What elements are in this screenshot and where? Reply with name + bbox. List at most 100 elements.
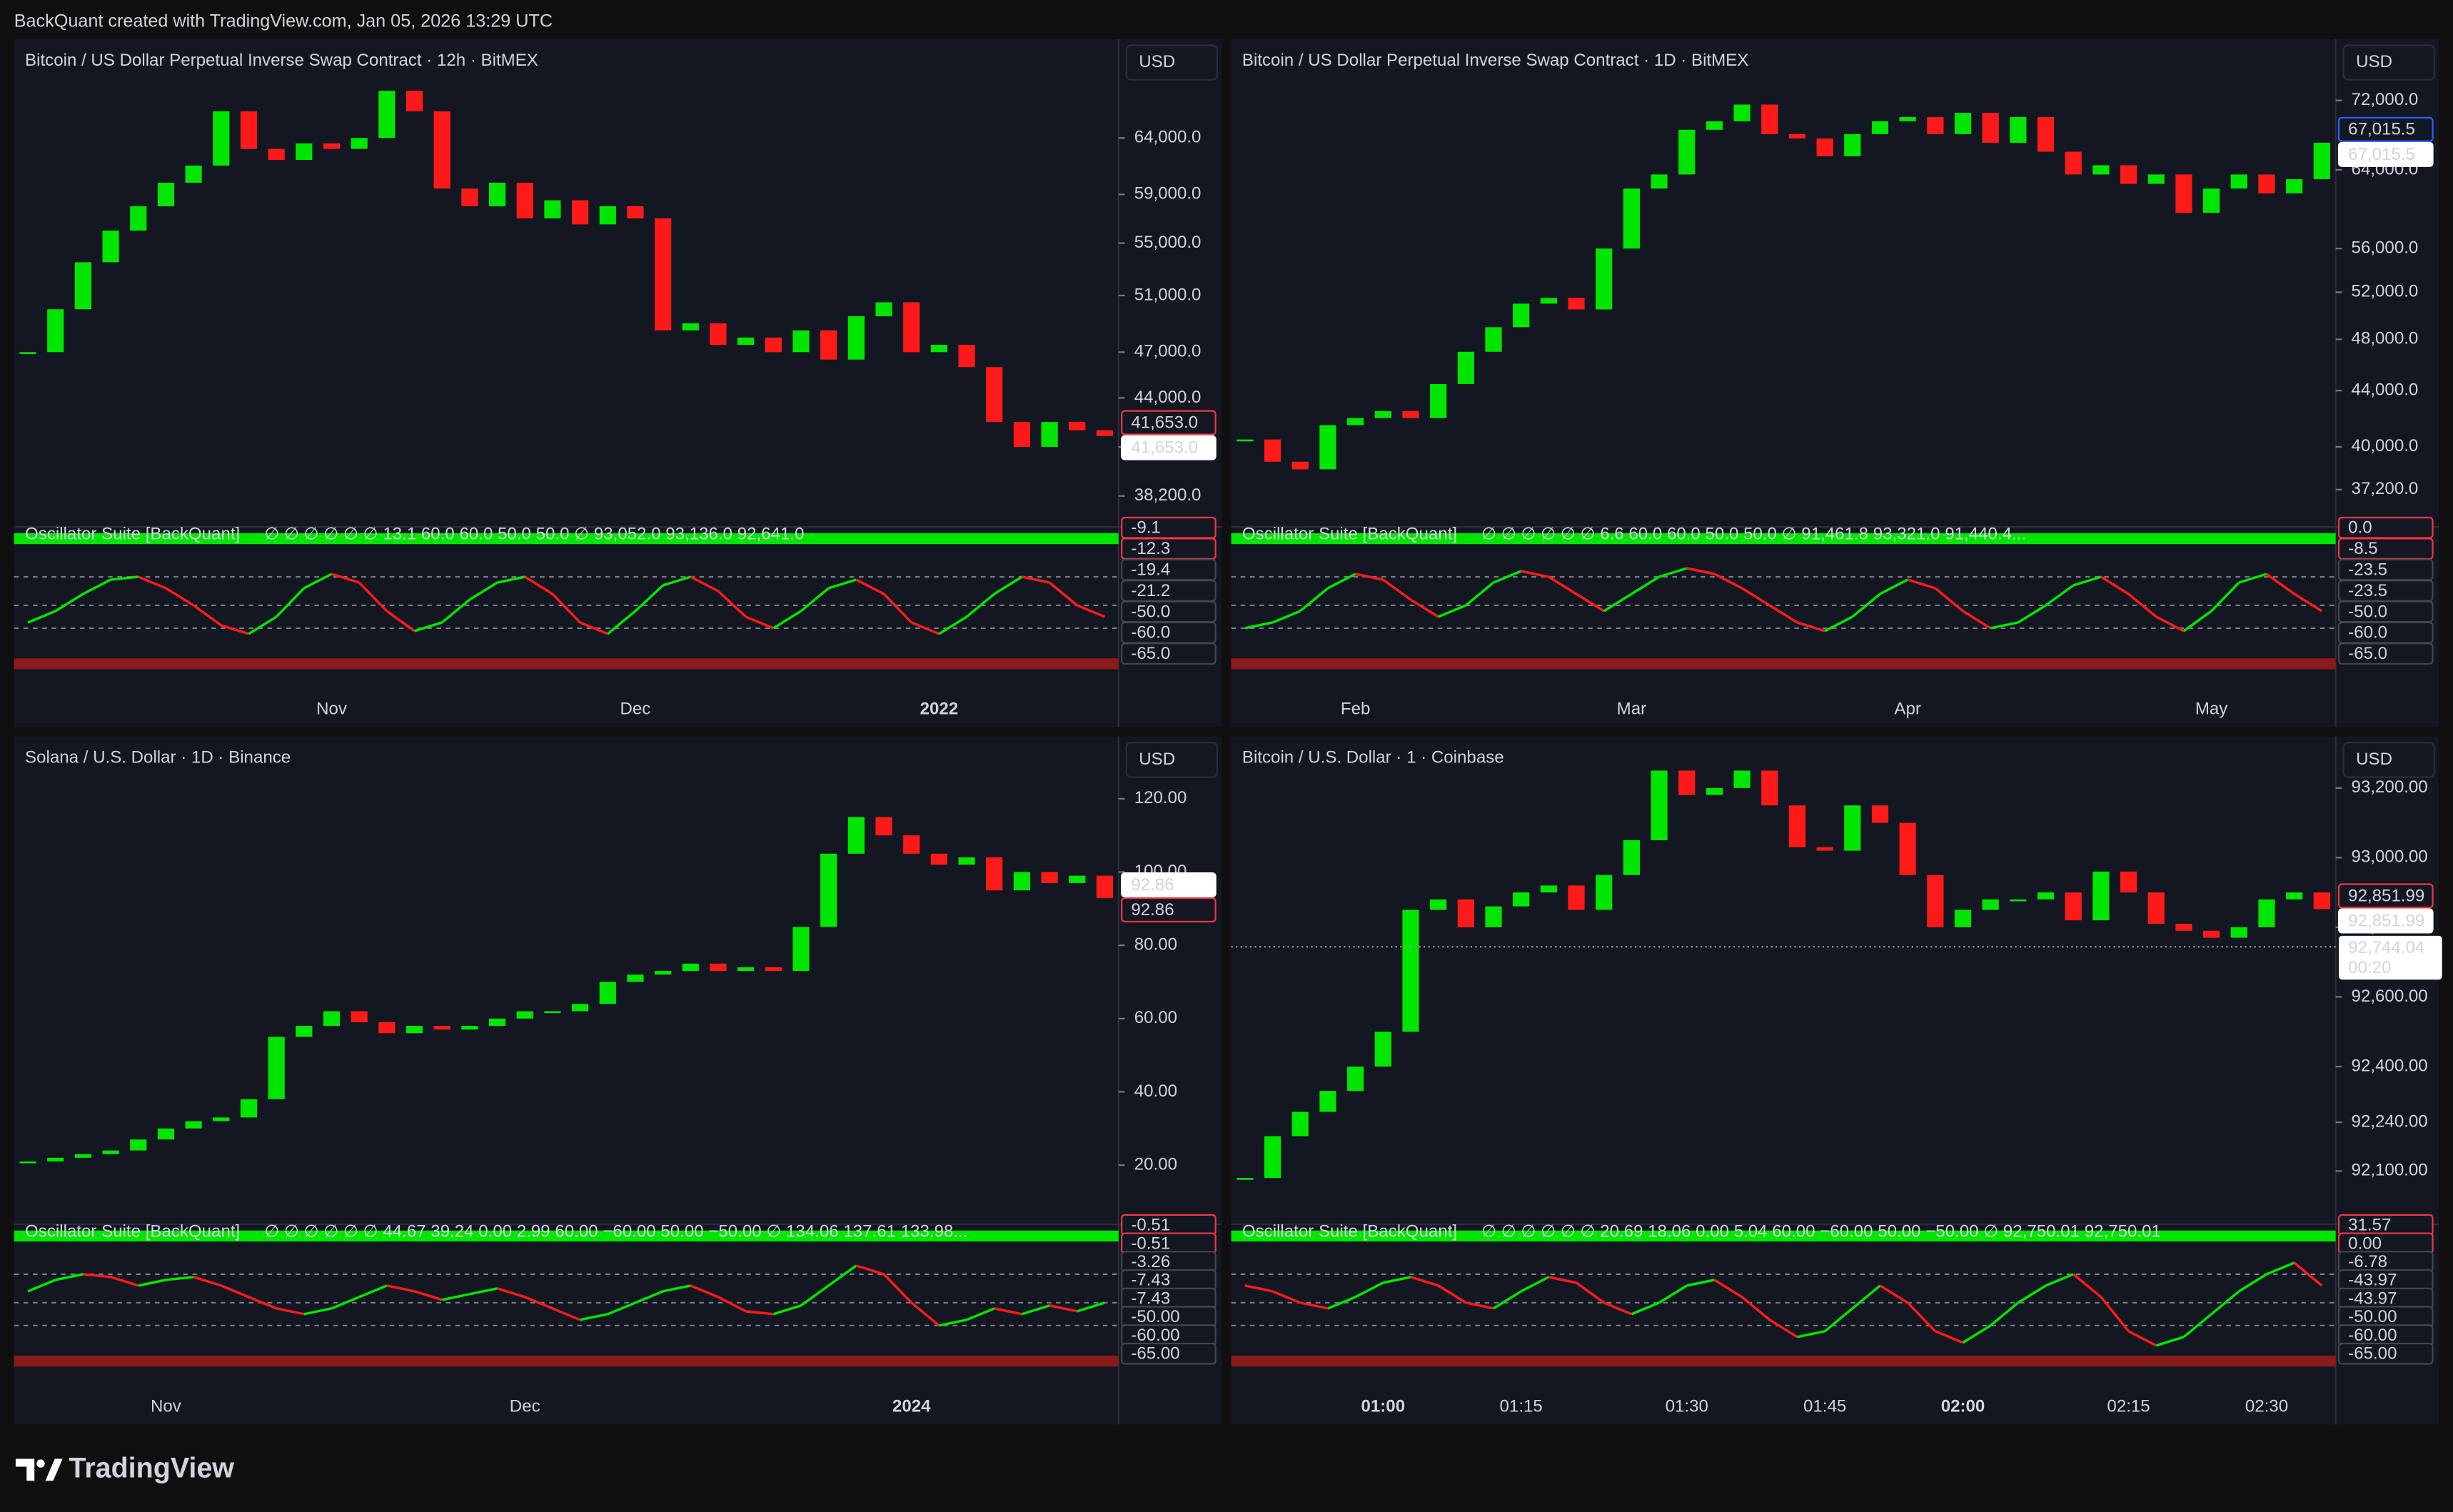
oscillator-segment [2072,575,2102,587]
candle [903,302,920,353]
oscillator-segment [939,1319,967,1327]
currency-label[interactable]: USD [1139,52,1175,71]
candle [130,1139,147,1151]
oscillator-scale-label: -60.0 [2348,623,2387,642]
oscillator-segment [1851,1284,1881,1310]
oscillator-segment [1990,1301,2019,1327]
panel-title: Bitcoin / U.S. Dollar · 1 · Coinbase [1242,748,1504,767]
oscillator-scale-label: -6.78 [2348,1252,2387,1271]
oscillator-segment [1631,575,1660,595]
candle [1568,298,1585,310]
oscillator-segment [1879,1284,1909,1304]
oscillator-segment [1851,593,1881,618]
last-price-box [1121,897,1217,923]
candle [1982,113,1999,143]
y-tick-label: 55,000.0 [1134,233,1202,252]
candle [378,1022,396,1034]
candle [1347,1067,1364,1092]
last-price-label: 41,653.0 [1131,438,1198,458]
candle [2147,174,2165,184]
oscillator-segment [1048,581,1078,607]
candle [1982,899,1999,910]
candle [2065,151,2082,175]
currency-button[interactable] [1125,44,1218,81]
candle [240,1099,258,1118]
oscillator-segment [386,1284,415,1293]
oscillator-scale-label: -50.0 [2348,602,2387,621]
oscillator-scale-label: -60.0 [1131,623,1170,642]
oscillator-segment [1741,587,1771,607]
candle [986,857,1003,891]
candle [268,1037,285,1099]
oscillator-segment [83,1273,111,1279]
currency-label[interactable]: USD [2356,750,2392,769]
candle [2037,116,2055,152]
candle [655,971,672,975]
oscillator-segment [745,615,775,630]
oscillator-segment [1327,573,1356,590]
crosshair-label: 92,744.04 [2348,938,2424,957]
x-tick-label: 01:45 [1803,1397,1846,1416]
currency-label[interactable]: USD [2356,52,2392,71]
candle [406,91,423,111]
oscillator-segment [1244,1284,1273,1293]
candle [544,1011,561,1014]
oscillator-segment [1327,1296,1356,1310]
candle [1041,872,1058,883]
x-tick-label: Mar [1617,700,1646,719]
candle [1485,327,1502,352]
oscillator-segment [2045,584,2075,607]
currency-button[interactable] [2342,742,2435,778]
candle [19,352,36,354]
crosshair-box [2339,935,2442,980]
y-tick-label: 92,100.00 [2352,1161,2428,1180]
candle [102,231,119,263]
panel [1231,39,2439,727]
oscillator-segment [994,1307,1022,1316]
y-tick-label: 40,000.0 [2352,436,2419,455]
oscillator-segment [497,1287,525,1299]
candle [1069,422,1086,430]
candle [1596,248,1613,310]
oscillator-segment [27,1279,56,1293]
oscillator-segment [882,1273,912,1304]
oscillator-name: Oscillator Suite [BackQuant] [25,524,240,543]
oscillator-segment [524,575,553,595]
currency-button[interactable] [1125,742,1218,778]
oscillator-segment [1713,573,1743,590]
oscillator-scale-label: -65.0 [2348,644,2387,663]
candle [1816,847,1833,851]
oscillator-segment [331,573,360,584]
currency-label[interactable]: USD [1139,750,1175,769]
candle [986,367,1003,423]
x-tick-label: Feb [1341,700,1371,719]
candle [1374,1032,1391,1067]
oscillator-segment [1658,1284,1688,1304]
candle [351,138,368,149]
oscillator-segment [221,624,249,635]
oscillator-segment [828,578,857,590]
oscillator-name: Oscillator Suite [BackQuant] [1242,524,1457,543]
currency-button[interactable] [2342,44,2435,81]
y-tick-label: 93,000.00 [2352,847,2428,867]
oscillator-segment [1521,570,1549,578]
y-tick-label: 64,000.0 [1134,128,1202,147]
oscillator-scale-label: -43.97 [2348,1271,2397,1290]
oscillator-segment [2265,573,2295,595]
oscillator-segment [1299,1301,1329,1310]
oscillator-segment [2210,581,2240,613]
candle [213,111,230,166]
candle [847,316,865,360]
oscillator-segment [663,1284,691,1293]
candle [2120,871,2137,893]
candle [157,182,175,206]
oscillator-segment [1686,1279,1715,1287]
candle [1788,805,1806,847]
candle [1347,418,1364,425]
x-tick-label: Apr [1894,700,1920,719]
oscillator-segment [1824,1307,1853,1333]
signal-strip [1231,1355,2336,1367]
candle [1623,188,1640,249]
candle [2010,116,2027,143]
oscillator-segment [993,575,1023,595]
